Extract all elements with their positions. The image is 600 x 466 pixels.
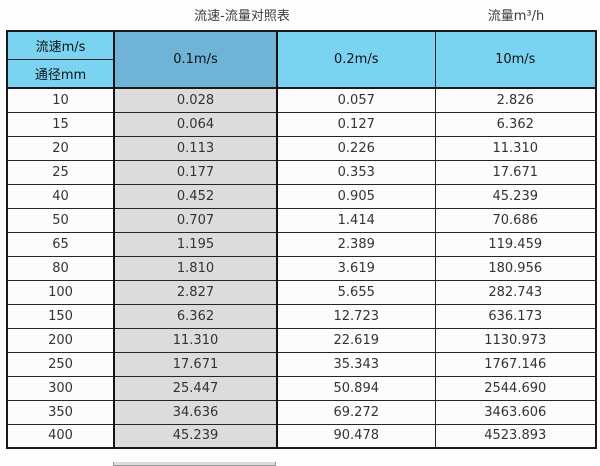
diameter-cell: 250 xyxy=(6,351,115,377)
value-cell: 0.064 xyxy=(113,111,278,137)
value-cell: 34.636 xyxy=(113,399,278,425)
column-header: 10m/s xyxy=(434,30,597,89)
diameter-cell: 80 xyxy=(6,255,115,281)
page-title: 流速-流量对照表 xyxy=(194,9,290,24)
value-cell: 2.827 xyxy=(113,279,278,305)
value-cell: 0.177 xyxy=(113,159,278,185)
flow-unit-label: 流量m³/h xyxy=(487,9,545,24)
diameter-cell: 40 xyxy=(6,183,115,209)
value-cell: 1.195 xyxy=(113,231,278,257)
value-cell: 6.362 xyxy=(434,111,597,137)
header-velocity-label: 流速m/s xyxy=(6,30,115,60)
table-row: 65 1.195 2.389 119.459 xyxy=(6,231,597,257)
value-cell: 0.028 xyxy=(113,87,278,113)
value-cell: 119.459 xyxy=(434,231,597,257)
diameter-cell: 25 xyxy=(6,159,115,185)
table-row: 80 1.810 3.619 180.956 xyxy=(6,255,597,281)
value-cell: 12.723 xyxy=(276,303,436,329)
value-cell: 69.272 xyxy=(276,399,436,425)
value-cell: 282.743 xyxy=(434,279,597,305)
value-cell: 0.353 xyxy=(276,159,436,185)
value-cell: 1130.973 xyxy=(434,327,597,353)
table-row: 400 45.239 90.478 4523.893 xyxy=(6,423,597,449)
value-cell: 50.894 xyxy=(276,375,436,401)
value-cell: 1767.146 xyxy=(434,351,597,377)
table-row: 40 0.452 0.905 45.239 xyxy=(6,183,597,209)
diameter-cell: 100 xyxy=(6,279,115,305)
value-cell: 17.671 xyxy=(113,351,278,377)
table-row: 200 11.310 22.619 1130.973 xyxy=(6,327,597,353)
table-header: 流速m/s 0.1m/s 0.2m/s 10m/s 通径mm xyxy=(6,30,597,89)
diameter-cell: 300 xyxy=(6,375,115,401)
value-cell: 11.310 xyxy=(113,327,278,353)
value-cell: 17.671 xyxy=(434,159,597,185)
value-cell: 3463.606 xyxy=(434,399,597,425)
value-cell: 70.686 xyxy=(434,207,597,233)
highlight-column-overhang xyxy=(113,462,276,466)
value-cell: 4523.893 xyxy=(434,423,597,449)
value-cell: 1.810 xyxy=(113,255,278,281)
flow-rate-table: 流速m/s 0.1m/s 0.2m/s 10m/s 通径mm 10 0.028 0.… xyxy=(6,30,597,449)
value-cell: 0.452 xyxy=(113,183,278,209)
table-row: 100 2.827 5.655 282.743 xyxy=(6,279,597,305)
header-diameter-label: 通径mm xyxy=(6,58,115,89)
value-cell: 1.414 xyxy=(276,207,436,233)
value-cell: 45.239 xyxy=(434,183,597,209)
diameter-cell: 350 xyxy=(6,399,115,425)
value-cell: 0.127 xyxy=(276,111,436,137)
diameter-cell: 200 xyxy=(6,327,115,353)
diameter-cell: 20 xyxy=(6,135,115,161)
table-row: 50 0.707 1.414 70.686 xyxy=(6,207,597,233)
table-row: 250 17.671 35.343 1767.146 xyxy=(6,351,597,377)
value-cell: 35.343 xyxy=(276,351,436,377)
value-cell: 2544.690 xyxy=(434,375,597,401)
value-cell: 2.826 xyxy=(434,87,597,113)
value-cell: 2.389 xyxy=(276,231,436,257)
value-cell: 5.655 xyxy=(276,279,436,305)
diameter-cell: 65 xyxy=(6,231,115,257)
diameter-cell: 15 xyxy=(6,111,115,137)
value-cell: 25.447 xyxy=(113,375,278,401)
table-row: 20 0.113 0.226 11.310 xyxy=(6,135,597,161)
column-header-highlighted: 0.1m/s xyxy=(113,30,278,89)
value-cell: 0.057 xyxy=(276,87,436,113)
value-cell: 636.173 xyxy=(434,303,597,329)
value-cell: 90.478 xyxy=(276,423,436,449)
table-row: 15 0.064 0.127 6.362 xyxy=(6,111,597,137)
column-header: 0.2m/s xyxy=(276,30,436,89)
value-cell: 11.310 xyxy=(434,135,597,161)
value-cell: 45.239 xyxy=(113,423,278,449)
table-row: 150 6.362 12.723 636.173 xyxy=(6,303,597,329)
table-body: 10 0.028 0.057 2.826 15 0.064 0.127 6.362 20 0.11… xyxy=(6,87,597,449)
value-cell: 0.226 xyxy=(276,135,436,161)
diameter-cell: 50 xyxy=(6,207,115,233)
table-row: 25 0.177 0.353 17.671 xyxy=(6,159,597,185)
table-row: 10 0.028 0.057 2.826 xyxy=(6,87,597,113)
value-cell: 6.362 xyxy=(113,303,278,329)
value-cell: 0.707 xyxy=(113,207,278,233)
diameter-cell: 150 xyxy=(6,303,115,329)
table-row: 350 34.636 69.272 3463.606 xyxy=(6,399,597,425)
value-cell: 22.619 xyxy=(276,327,436,353)
diameter-cell: 10 xyxy=(6,87,115,113)
value-cell: 0.905 xyxy=(276,183,436,209)
table-row: 300 25.447 50.894 2544.690 xyxy=(6,375,597,401)
value-cell: 180.956 xyxy=(434,255,597,281)
diameter-cell: 400 xyxy=(6,423,115,449)
value-cell: 3.619 xyxy=(276,255,436,281)
value-cell: 0.113 xyxy=(113,135,278,161)
